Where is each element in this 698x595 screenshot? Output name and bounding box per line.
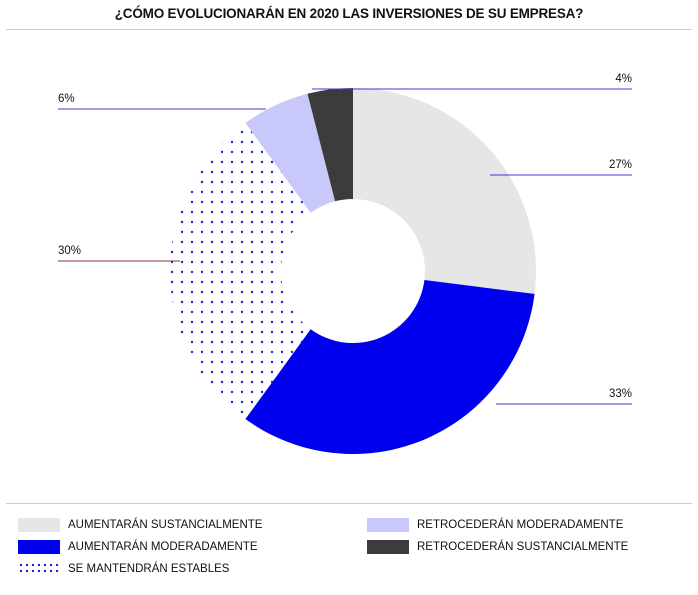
legend-swatch bbox=[18, 562, 60, 576]
legend-label: RETROCEDERÁN MODERADAMENTE bbox=[417, 519, 624, 531]
legend-swatch bbox=[367, 540, 409, 554]
donut-chart: 27% 33% 30% 6% 4% bbox=[58, 73, 632, 454]
legend-swatch bbox=[18, 540, 60, 554]
legend-label: RETROCEDERÁN SUSTANCIALMENTE bbox=[417, 541, 629, 553]
data-label-3: 6% bbox=[58, 93, 75, 105]
donut-slice-1 bbox=[245, 280, 535, 454]
legend-swatch bbox=[367, 518, 409, 532]
legend-label: AUMENTARÁN SUSTANCIALMENTE bbox=[68, 519, 263, 531]
data-label-0: 27% bbox=[609, 159, 632, 171]
legend-item-retrocederan-moderadamente: RETROCEDERÁN MODERADAMENTE bbox=[367, 517, 623, 533]
data-label-1: 33% bbox=[609, 388, 632, 400]
data-label-4: 4% bbox=[615, 73, 632, 85]
legend-item-aumentaran-moderadamente: AUMENTARÁN MODERADAMENTE bbox=[18, 539, 258, 555]
donut-slice-2 bbox=[170, 122, 311, 420]
legend-swatch bbox=[18, 518, 60, 532]
legend-label: SE MANTENDRÁN ESTABLES bbox=[68, 563, 230, 575]
legend-item-aumentaran-sustancialmente: AUMENTARÁN SUSTANCIALMENTE bbox=[18, 517, 262, 533]
legend-label: AUMENTARÁN MODERADAMENTE bbox=[68, 541, 258, 553]
donut-slice-3 bbox=[245, 93, 336, 213]
top-divider bbox=[6, 29, 692, 30]
data-label-2: 30% bbox=[58, 245, 81, 257]
legend: AUMENTARÁN SUSTANCIALMENTE AUMENTARÁN MO… bbox=[0, 512, 698, 582]
legend-divider bbox=[6, 503, 692, 504]
donut-slice-0 bbox=[353, 88, 537, 294]
legend-item-retrocederan-sustancialmente: RETROCEDERÁN SUSTANCIALMENTE bbox=[367, 539, 628, 555]
legend-item-se-mantendran-estables: SE MANTENDRÁN ESTABLES bbox=[18, 561, 229, 577]
chart-title: ¿CÓMO EVOLUCIONARÁN EN 2020 LAS INVERSIO… bbox=[114, 6, 584, 21]
donut-slice-4 bbox=[307, 88, 353, 202]
